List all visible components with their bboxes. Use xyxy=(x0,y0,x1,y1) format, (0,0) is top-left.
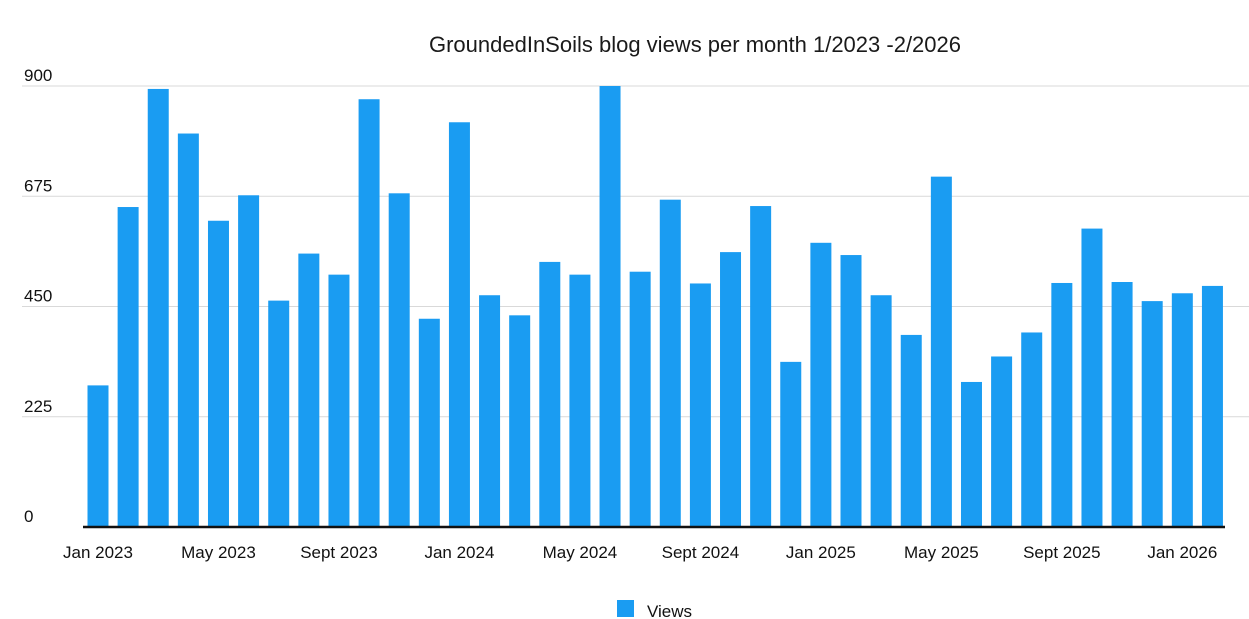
bar-2024-08 xyxy=(659,199,681,527)
x-tick-label: May 2025 xyxy=(904,543,979,562)
bar-2023-09 xyxy=(328,274,350,527)
x-tick-label: Sept 2023 xyxy=(300,543,378,562)
x-tick-label: Sept 2025 xyxy=(1023,543,1101,562)
bar-2024-09 xyxy=(689,283,711,527)
bar-2023-11 xyxy=(388,193,410,527)
bar-2024-06 xyxy=(599,86,621,527)
x-tick-label: May 2023 xyxy=(181,543,256,562)
bar-2024-07 xyxy=(629,271,651,527)
bar-2023-03 xyxy=(147,88,169,527)
x-tick-label: Sept 2024 xyxy=(662,543,740,562)
bar-2024-03 xyxy=(509,315,531,527)
x-tick-label: May 2024 xyxy=(543,543,618,562)
bar-2025-06 xyxy=(960,381,982,527)
bar-2023-10 xyxy=(358,99,380,527)
legend: Views xyxy=(617,600,692,619)
y-tick-label: 0 xyxy=(24,507,33,526)
bar-2023-05 xyxy=(207,220,229,527)
bar-2023-08 xyxy=(298,253,320,527)
y-tick-label: 900 xyxy=(24,66,52,85)
bar-2024-01 xyxy=(448,122,470,527)
bar-2023-07 xyxy=(268,300,290,527)
y-tick-label: 225 xyxy=(24,397,52,416)
bar-2023-06 xyxy=(238,195,260,527)
bar-2025-03 xyxy=(870,295,892,527)
bar-2024-12 xyxy=(780,361,802,527)
y-axis-ticks: 0 225 450 675 900 xyxy=(24,66,52,526)
bar-2023-01 xyxy=(87,385,109,527)
bar-2023-02 xyxy=(117,207,139,527)
bar-2023-04 xyxy=(177,133,199,527)
bar-2023-12 xyxy=(418,318,440,527)
legend-label-views: Views xyxy=(647,602,692,619)
bar-2024-11 xyxy=(750,206,772,528)
x-tick-label: Jan 2023 xyxy=(63,543,133,562)
bar-2025-04 xyxy=(900,334,922,527)
bar-2024-05 xyxy=(569,274,591,527)
bar-2024-10 xyxy=(720,252,742,528)
bar-2025-12 xyxy=(1141,301,1163,527)
bar-2024-02 xyxy=(479,295,501,527)
bar-2024-04 xyxy=(539,261,561,527)
y-tick-label: 675 xyxy=(24,176,52,195)
bar-2025-01 xyxy=(810,242,832,528)
x-tick-label: Jan 2026 xyxy=(1147,543,1217,562)
bar-2025-11 xyxy=(1111,282,1133,527)
legend-swatch-views xyxy=(617,600,634,617)
x-axis-ticks: Jan 2023 May 2023 Sept 2023 Jan 2024 May 202… xyxy=(63,543,1217,562)
bar-2025-08 xyxy=(1021,332,1043,527)
bar-2026-01 xyxy=(1171,293,1193,527)
x-tick-label: Jan 2024 xyxy=(424,543,494,562)
bar-2025-05 xyxy=(930,176,952,527)
bars xyxy=(87,86,1223,528)
x-tick-label: Jan 2025 xyxy=(786,543,856,562)
bar-2026-02 xyxy=(1201,285,1223,527)
y-tick-label: 450 xyxy=(24,287,52,306)
bar-2025-10 xyxy=(1081,228,1103,527)
bar-2025-09 xyxy=(1051,282,1073,527)
chart-title: GroundedInSoils blog views per month 1/2… xyxy=(429,32,961,57)
bar-2025-02 xyxy=(840,255,862,528)
bar-2025-07 xyxy=(991,356,1013,527)
